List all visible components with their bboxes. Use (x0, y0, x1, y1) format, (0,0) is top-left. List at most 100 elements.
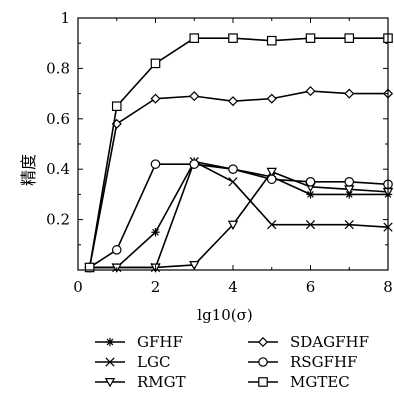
marker-shape (305, 177, 316, 187)
data-point (266, 167, 277, 178)
data-point (305, 86, 316, 97)
legend-item: LGC (95, 353, 170, 371)
plot-area (84, 33, 394, 273)
marker-shape (150, 93, 161, 104)
data-point (189, 33, 200, 43)
marker-stroke (344, 220, 354, 230)
data-point (266, 174, 277, 185)
data-point (305, 177, 316, 187)
marker-asterisk (151, 228, 160, 237)
data-point (227, 96, 239, 107)
marker-circle (305, 177, 316, 187)
marker-shape (305, 86, 316, 97)
legend: GFHF LGC RMGT SDAGFHF RSGFHF MGTEC (95, 333, 369, 391)
marker-circle (189, 159, 200, 169)
series-line (89, 170, 389, 269)
data-point (305, 220, 316, 230)
x-tick-label: 8 (383, 278, 393, 296)
marker-square (305, 33, 316, 43)
y-axis-label: 精度 (19, 154, 38, 186)
marker-square (344, 33, 355, 43)
legend-label: LGC (137, 353, 170, 371)
marker-diamond (344, 88, 355, 99)
marker-diamond (227, 96, 239, 107)
legend-item: MGTEC (248, 373, 350, 391)
marker-stroke (267, 220, 277, 230)
legend-item: RMGT (95, 373, 186, 391)
marker-circle (258, 357, 268, 367)
data-point (305, 33, 316, 43)
data-point (227, 220, 239, 231)
marker-shape (258, 357, 268, 367)
series-mgtec (84, 33, 393, 273)
marker-shape (266, 93, 277, 104)
legend-label: SDAGFHF (290, 333, 369, 351)
x-axis-label: lg10(σ) (197, 306, 252, 324)
data-point (150, 58, 161, 69)
legend-item: SDAGFHF (248, 333, 369, 351)
data-point (267, 220, 277, 230)
marker-square (258, 377, 268, 387)
x-tick-label: 4 (228, 278, 238, 296)
marker-shape (227, 220, 239, 231)
marker-diamond (305, 86, 316, 97)
marker-circle (111, 245, 122, 255)
axes: 0 2 4 6 8 0.2 0.4 0.6 0.8 1 (46, 9, 393, 296)
marker-stroke (228, 177, 238, 187)
marker-circle (266, 174, 277, 185)
data-point (228, 33, 238, 43)
data-point (111, 245, 122, 255)
marker-asterisk (105, 337, 115, 347)
marker-square (266, 35, 277, 46)
marker-square (228, 33, 238, 43)
marker-shape (189, 33, 200, 43)
data-point (344, 88, 355, 99)
marker-shape (228, 164, 238, 174)
legend-label: RMGT (137, 373, 186, 391)
data-point (151, 228, 160, 237)
marker-shape (344, 88, 355, 99)
data-point (266, 93, 277, 104)
marker-x (228, 177, 238, 187)
marker-shape (257, 336, 269, 348)
data-point (189, 261, 200, 271)
marker-shape (189, 159, 200, 169)
y-tick-label: 0.2 (46, 211, 70, 229)
data-point (150, 159, 161, 169)
y-tick-label: 0.4 (46, 160, 70, 178)
marker-circle (228, 164, 238, 174)
legend-label: MGTEC (290, 373, 350, 391)
marker-diamond (257, 336, 269, 348)
data-point (344, 220, 354, 230)
marker-shape (189, 261, 200, 271)
data-point (344, 177, 355, 187)
marker-diamond (266, 93, 277, 104)
legend-item: GFHF (95, 333, 183, 351)
data-point (228, 164, 238, 174)
marker-x (105, 357, 115, 367)
marker-stroke (305, 220, 316, 230)
x-tick-label: 0 (73, 278, 83, 296)
marker-shape (150, 58, 161, 69)
series-line (88, 37, 388, 268)
data-point (150, 93, 161, 104)
marker-shape (111, 245, 122, 255)
marker-shape (258, 377, 268, 387)
data-point (189, 159, 200, 169)
marker-triangle-down (227, 220, 239, 231)
marker-square (84, 262, 95, 273)
marker-shape (227, 96, 239, 107)
marker-diamond (189, 91, 200, 102)
marker-square (189, 33, 200, 43)
x-tick-label: 2 (151, 278, 161, 296)
data-point (189, 91, 200, 102)
y-tick-label: 0.8 (46, 59, 70, 77)
marker-x (267, 220, 277, 230)
marker-x (305, 220, 316, 230)
marker-shape (228, 33, 238, 43)
marker-shape (189, 91, 200, 102)
y-tick-label: 1 (60, 9, 70, 27)
legend-item: RSGFHF (248, 353, 357, 371)
marker-stroke (105, 357, 115, 367)
marker-shape (266, 174, 277, 185)
